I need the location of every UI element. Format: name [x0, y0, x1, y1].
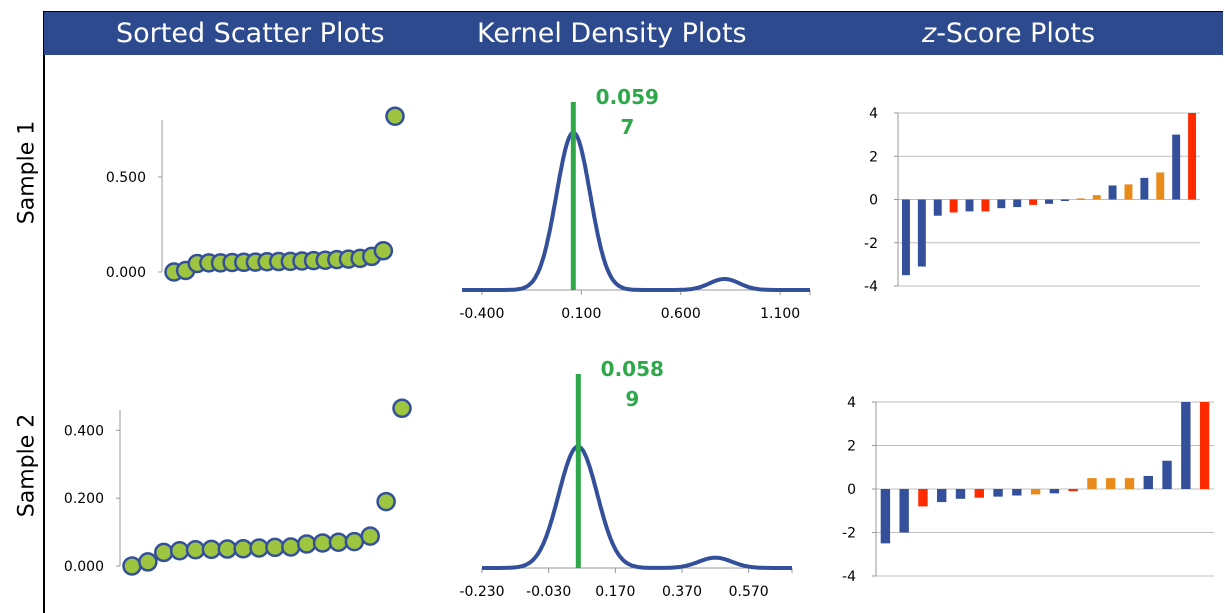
- zscore1-y-tick-label-2: 0: [869, 193, 878, 209]
- scatter2-point-6: [217, 539, 238, 559]
- scatter1-y-tick-label-0: 0.000: [106, 265, 146, 281]
- zscore1-bar-10: [1060, 199, 1069, 201]
- zscore1-bar-2: [933, 199, 942, 216]
- zscore1-bar-17: [1172, 134, 1181, 200]
- zscore1-y-tick-label-1: 2: [869, 149, 878, 165]
- zscore2-y-tick-label-0: 4: [847, 395, 856, 411]
- zscore2-bar-14: [1143, 475, 1153, 489]
- zscore1-bar-0: [901, 199, 910, 276]
- scatter2-point-15: [360, 526, 380, 546]
- scatter2-point-17: [392, 398, 412, 419]
- kde2-marker-label-2: 9: [625, 387, 639, 411]
- kde1-marker-label-2: 7: [620, 115, 634, 139]
- scatter2-point-14: [344, 531, 365, 552]
- zscore2-bar-6: [993, 489, 1003, 497]
- zscore2-bar-0: [880, 489, 891, 544]
- zscore1-bar-18: [1188, 113, 1197, 200]
- kde1-x-tick-label-2: 0.600: [661, 306, 701, 322]
- header-bar: Sorted Scatter Plots Kernel Density Plot…: [44, 12, 1223, 55]
- header-title-kde: Kernel Density Plots: [477, 18, 747, 49]
- zscore2-bar-12: [1106, 478, 1116, 489]
- header-title-zscore-rest: -Score Plots: [936, 18, 1096, 49]
- zscore1-bar-4: [965, 199, 974, 212]
- zscore1-y-tick-label-3: -2: [864, 236, 878, 252]
- zscore1-y-tick-label-0: 4: [869, 106, 878, 122]
- zscore2-bar-9: [1049, 489, 1060, 494]
- zscore2-bar-7: [1012, 489, 1022, 496]
- scatter2-point-4: [185, 539, 206, 560]
- kde1-x-tick-label-3: 1.100: [760, 306, 800, 322]
- scatter2-point-16: [376, 491, 396, 512]
- zscore1-bar-15: [1140, 177, 1149, 200]
- scatter2-point-5: [201, 539, 222, 560]
- zscore2-bar-16: [1181, 402, 1191, 489]
- scatter2-point-3: [169, 540, 190, 561]
- scatter2-point-13: [328, 532, 349, 553]
- zscore1-bar-5: [981, 199, 990, 212]
- zscore2-bar-2: [918, 489, 928, 507]
- scatter1-point-18: [373, 240, 394, 261]
- scatter2-point-12: [312, 533, 333, 553]
- kde2-x-tick-label-0: -0.230: [459, 584, 504, 600]
- zscore1-bar-13: [1108, 185, 1117, 200]
- kde1-x-tick-label-1: 0.100: [561, 306, 601, 322]
- kde1-marker-label-1: 0.059: [596, 85, 659, 109]
- zscore1-bar-14: [1124, 184, 1133, 200]
- zscore1-bar-7: [1013, 199, 1022, 208]
- zscore2-bar-4: [955, 489, 966, 499]
- kde2-x-tick-label-1: -0.030: [526, 584, 571, 600]
- header-title-zscore-italic: z: [922, 18, 937, 49]
- zscore2-y-tick-label-3: -2: [842, 526, 856, 542]
- zscore1-bar-12: [1092, 195, 1101, 200]
- scatter2-point-11: [296, 534, 317, 554]
- scatter2-point-2: [154, 542, 174, 563]
- zscore1-y-tick-label-4: -4: [864, 279, 878, 295]
- kde1-density-curve: [462, 130, 810, 292]
- kde2-x-tick-label-2: 0.170: [595, 584, 635, 600]
- scatter2-point-7: [233, 538, 253, 559]
- kde1-x-tick-label-0: -0.400: [459, 306, 504, 322]
- header-title-zscore: z-Score Plots: [922, 12, 1095, 55]
- zscore1-bar-6: [997, 199, 1006, 209]
- zscore2-bar-11: [1087, 478, 1097, 489]
- zscore2-bar-10: [1068, 489, 1078, 492]
- scatter2-y-tick-label-2: 0.400: [64, 423, 104, 439]
- zscore2-bar-13: [1124, 478, 1135, 489]
- zscore2-bar-3: [937, 489, 947, 503]
- zscore2-y-tick-label-1: 2: [847, 439, 856, 455]
- scatter2-y-tick-label-1: 0.200: [64, 491, 104, 507]
- zscore1-bar-11: [1076, 198, 1085, 200]
- scatter2-point-9: [265, 537, 285, 558]
- header-title-scatter: Sorted Scatter Plots: [116, 18, 385, 49]
- zscore1-bar-8: [1029, 199, 1038, 205]
- zscore2-bar-1: [899, 489, 909, 533]
- scatter2-y-tick-label-0: 0.000: [64, 559, 104, 575]
- zscore2-y-tick-label-2: 0: [847, 482, 856, 498]
- zscore1-bar-9: [1045, 199, 1053, 204]
- zscore2-y-tick-label-4: -4: [842, 569, 856, 585]
- zscore2-bar-17: [1199, 402, 1210, 489]
- kde2-density-curve: [482, 444, 792, 570]
- scatter2-point-10: [281, 537, 301, 557]
- kde2-marker-label-1: 0.058: [601, 357, 664, 381]
- kde2-x-tick-label-4: 0.570: [729, 584, 769, 600]
- zscore1-bar-16: [1156, 172, 1165, 200]
- zscore1-bar-1: [917, 199, 926, 267]
- zscore2-bar-8: [1030, 489, 1041, 495]
- scatter1-y-tick-label-1: 0.500: [106, 170, 146, 186]
- scatter2-point-1: [138, 552, 158, 572]
- scatter1-point-19: [385, 106, 405, 126]
- scatter2-point-0: [122, 556, 142, 576]
- frame-left-border: [43, 12, 45, 613]
- zscore2-bar-5: [974, 489, 984, 498]
- kde2-x-tick-label-3: 0.370: [662, 584, 702, 600]
- frame-top-border: [43, 11, 1223, 12]
- zscore2-bar-15: [1162, 460, 1172, 489]
- scatter2-point-8: [249, 538, 269, 558]
- zscore1-bar-3: [949, 199, 958, 213]
